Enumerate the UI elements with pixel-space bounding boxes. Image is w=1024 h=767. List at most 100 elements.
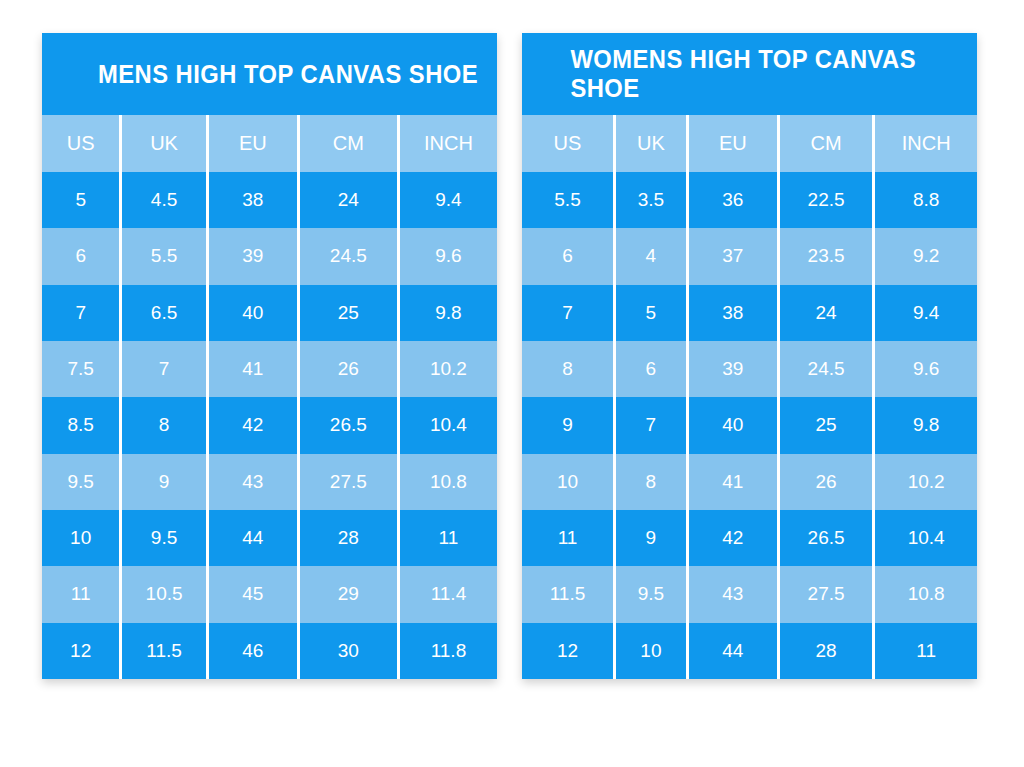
table-cell: 22.5 xyxy=(777,172,873,228)
table-cell: 28 xyxy=(777,623,873,679)
table-cell: 3.5 xyxy=(613,172,686,228)
table-cell: 10.5 xyxy=(119,566,205,622)
table-cell: 39 xyxy=(206,228,297,284)
column-header: UK xyxy=(119,115,205,172)
table-cell: 41 xyxy=(206,341,297,397)
column-header: CM xyxy=(297,115,397,172)
table-cell: 6.5 xyxy=(119,285,205,341)
table-row: 1194226.510.4 xyxy=(522,510,977,566)
table-cell: 5.5 xyxy=(522,172,613,228)
column-header: US xyxy=(42,115,119,172)
table-cell: 8 xyxy=(613,454,686,510)
table-cell: 11.4 xyxy=(397,566,497,622)
table-cell: 27.5 xyxy=(777,566,873,622)
table-cell: 26 xyxy=(777,454,873,510)
mens-size-table: MENS HIGH TOP CANVAS SHOE USUKEUCMINCH 5… xyxy=(42,33,497,679)
table-cell: 10 xyxy=(42,510,119,566)
table-cell: 28 xyxy=(297,510,397,566)
table-cell: 40 xyxy=(206,285,297,341)
table-cell: 23.5 xyxy=(777,228,873,284)
table-row: 5.53.53622.58.8 xyxy=(522,172,977,228)
table-cell: 44 xyxy=(686,623,777,679)
table-cell: 26.5 xyxy=(777,510,873,566)
table-cell: 10.2 xyxy=(397,341,497,397)
table-cell: 24 xyxy=(777,285,873,341)
table-cell: 37 xyxy=(686,228,777,284)
table-cell: 10.8 xyxy=(872,566,977,622)
column-header: CM xyxy=(777,115,873,172)
table-cell: 24.5 xyxy=(777,341,873,397)
table-cell: 6 xyxy=(522,228,613,284)
table-cell: 8.8 xyxy=(872,172,977,228)
table-cell: 9.5 xyxy=(119,510,205,566)
table-cell: 11.5 xyxy=(522,566,613,622)
table-cell: 10.2 xyxy=(872,454,977,510)
table-cell: 43 xyxy=(206,454,297,510)
table-cell: 9.8 xyxy=(397,285,497,341)
column-header: EU xyxy=(206,115,297,172)
table-row: 1210442811 xyxy=(522,623,977,679)
table-cell: 10.8 xyxy=(397,454,497,510)
table-cell: 11.5 xyxy=(119,623,205,679)
table-cell: 43 xyxy=(686,566,777,622)
table-cell: 6 xyxy=(42,228,119,284)
table-cell: 9.5 xyxy=(613,566,686,622)
table-row: 9.594327.510.8 xyxy=(42,454,497,510)
table-cell: 11 xyxy=(522,510,613,566)
table-cell: 5 xyxy=(42,172,119,228)
table-row: 65.53924.59.6 xyxy=(42,228,497,284)
table-row: 76.540259.8 xyxy=(42,285,497,341)
table-cell: 12 xyxy=(42,623,119,679)
womens-table-title-text: WOMENS HIGH TOP CANVAS SHOE xyxy=(570,45,966,103)
column-header: INCH xyxy=(872,115,977,172)
table-row: 1110.5452911.4 xyxy=(42,566,497,622)
column-header: UK xyxy=(613,115,686,172)
table-cell: 26 xyxy=(297,341,397,397)
column-header: US xyxy=(522,115,613,172)
table-cell: 9.4 xyxy=(872,285,977,341)
table-cell: 9 xyxy=(522,397,613,453)
table-cell: 11 xyxy=(872,623,977,679)
table-cell: 6 xyxy=(613,341,686,397)
table-cell: 10.4 xyxy=(872,510,977,566)
table-cell: 44 xyxy=(206,510,297,566)
table-cell: 11 xyxy=(397,510,497,566)
table-cell: 42 xyxy=(686,510,777,566)
table-cell: 38 xyxy=(206,172,297,228)
column-header: INCH xyxy=(397,115,497,172)
table-cell: 25 xyxy=(777,397,873,453)
table-row: 54.538249.4 xyxy=(42,172,497,228)
table-cell: 9 xyxy=(613,510,686,566)
size-chart-canvas: MENS HIGH TOP CANVAS SHOE USUKEUCMINCH 5… xyxy=(0,0,1024,767)
table-row: 7.57412610.2 xyxy=(42,341,497,397)
table-cell: 39 xyxy=(686,341,777,397)
table-cell: 42 xyxy=(206,397,297,453)
table-row: 9740259.8 xyxy=(522,397,977,453)
table-cell: 24 xyxy=(297,172,397,228)
table-cell: 8 xyxy=(119,397,205,453)
table-row: 8.584226.510.4 xyxy=(42,397,497,453)
mens-header-row: USUKEUCMINCH xyxy=(42,115,497,172)
womens-table-title: WOMENS HIGH TOP CANVAS SHOE xyxy=(522,33,977,115)
table-cell: 7 xyxy=(522,285,613,341)
table-cell: 9.6 xyxy=(397,228,497,284)
table-cell: 7 xyxy=(613,397,686,453)
table-cell: 8.5 xyxy=(42,397,119,453)
column-header: EU xyxy=(686,115,777,172)
mens-table-body: 54.538249.465.53924.59.676.540259.87.574… xyxy=(42,172,497,679)
mens-table-title: MENS HIGH TOP CANVAS SHOE xyxy=(42,33,497,115)
table-cell: 30 xyxy=(297,623,397,679)
table-cell: 12 xyxy=(522,623,613,679)
table-row: 863924.59.6 xyxy=(522,341,977,397)
table-cell: 36 xyxy=(686,172,777,228)
table-cell: 26.5 xyxy=(297,397,397,453)
table-cell: 11 xyxy=(42,566,119,622)
table-cell: 9.5 xyxy=(42,454,119,510)
mens-table-title-text: MENS HIGH TOP CANVAS SHOE xyxy=(98,60,478,89)
table-cell: 5 xyxy=(613,285,686,341)
table-row: 7538249.4 xyxy=(522,285,977,341)
table-cell: 10.4 xyxy=(397,397,497,453)
table-cell: 9.2 xyxy=(872,228,977,284)
womens-size-table: WOMENS HIGH TOP CANVAS SHOE USUKEUCMINCH… xyxy=(522,33,977,679)
table-cell: 9.8 xyxy=(872,397,977,453)
